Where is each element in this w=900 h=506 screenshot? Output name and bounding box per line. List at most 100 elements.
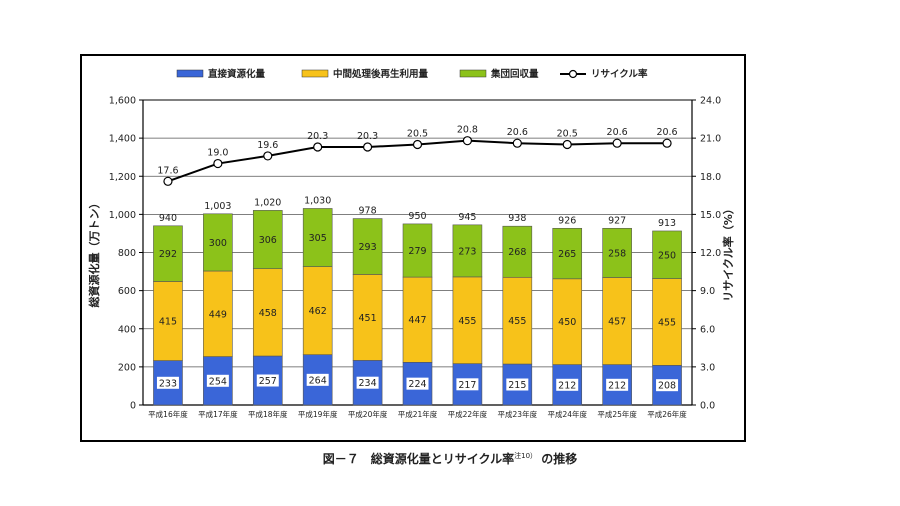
bar-value-label: 265 (558, 249, 576, 260)
bar-segment (352, 218, 383, 275)
bar-total-label: 978 (359, 206, 377, 217)
bar-total-label: 938 (508, 213, 526, 224)
bar-label-box (456, 378, 479, 391)
y-tick-label: 800 (118, 248, 136, 259)
bar-segment (502, 225, 533, 278)
bar-value-label: 217 (458, 380, 476, 391)
bar-value-label: 215 (508, 380, 526, 391)
bar-segment (552, 227, 583, 280)
bar-value-label: 279 (408, 246, 426, 257)
bar-value-label: 451 (359, 313, 377, 324)
bar-label-box (256, 374, 279, 387)
bar-total-label: 950 (408, 211, 426, 222)
rate-point (362, 142, 373, 152)
chart-frame: 0 200 400 600 800 1,000 1,200 1,400 1,600 0.0 3.0 6… (80, 54, 746, 442)
y-tick-label: 1,200 (109, 172, 136, 183)
bar-segment (402, 276, 433, 363)
bar-value-label: 212 (608, 380, 626, 391)
caption-suffix: の推移 (541, 452, 578, 466)
bar-label-box (556, 378, 579, 391)
bar-value-label: 292 (159, 249, 177, 260)
bar-value-label: 293 (359, 242, 377, 253)
y2-axis-title: リサイクル率（%） (721, 203, 735, 301)
bar-value-label: 224 (408, 379, 426, 390)
bar-value-label: 234 (359, 378, 377, 389)
x-tick-label: 平成25年度 (597, 409, 637, 419)
x-tick-label: 平成19年度 (298, 409, 338, 419)
bar-segment (502, 276, 533, 365)
y-tick-label: 400 (118, 324, 136, 335)
bar-label-box (156, 376, 179, 389)
y2-tick-label: 24.0 (700, 96, 721, 107)
bar-total-label: 945 (458, 212, 476, 223)
figure-caption: 図－７ 総資源化量とリサイクル率注10） の推移 (0, 450, 900, 467)
bar-label-box (406, 377, 429, 390)
rate-point (313, 142, 323, 152)
rate-point (562, 139, 572, 150)
bar-value-label: 233 (159, 378, 177, 389)
rate-point (662, 138, 672, 148)
x-tick-label: 平成18年度 (248, 409, 288, 419)
chart: 0 200 400 600 800 1,000 1,200 1,400 1,600 0.0 3.0 6… (87, 68, 735, 419)
bar-label-box (656, 379, 679, 392)
bar-value-label: 212 (558, 380, 576, 391)
bar-total-label: 926 (558, 215, 576, 226)
caption-note: 注10） (514, 452, 538, 460)
bar-segment (452, 276, 483, 364)
bar-value-label: 450 (558, 317, 576, 328)
y-tick-label: 1,000 (109, 210, 136, 221)
bar-value-label: 273 (458, 246, 476, 257)
rate-value-label: 20.6 (607, 127, 628, 138)
y-tick-label: 600 (118, 286, 136, 297)
bar-segment (602, 227, 632, 278)
x-tick-label: 平成23年度 (498, 409, 538, 419)
bar-segment (652, 230, 682, 279)
bar-segment (153, 225, 183, 282)
bar-value-label: 455 (508, 316, 526, 327)
bar-label-box (506, 378, 529, 391)
rate-point (462, 136, 473, 146)
x-tick-label: 平成21年度 (398, 409, 438, 419)
bar-segment (552, 278, 583, 365)
bar-segment (652, 278, 682, 366)
bar-label-box (206, 374, 229, 387)
rate-point (612, 138, 622, 148)
legend-rate-label: リサイクル率 (591, 68, 648, 80)
x-tick-label: 平成26年度 (647, 409, 687, 419)
x-tick-label: 平成17年度 (198, 409, 238, 419)
rate-value-label: 20.6 (656, 127, 677, 138)
bar-segment (203, 213, 233, 272)
bar-total-label: 940 (159, 213, 177, 224)
bar-value-label: 455 (458, 316, 476, 327)
bar-value-label: 447 (408, 315, 426, 326)
y2-tick-label: 0.0 (700, 401, 715, 412)
bar-value-label: 264 (309, 375, 327, 386)
bar-value-label: 458 (259, 308, 277, 319)
bar-value-label: 457 (608, 317, 626, 328)
bar-label-box (606, 378, 629, 391)
legend-intermediate-label: 中間処理後再生利用量 (333, 68, 429, 80)
rate-point (412, 139, 423, 150)
y-tick-label: 1,400 (109, 134, 136, 145)
x-tick-label: 平成16年度 (148, 409, 188, 419)
bar-total-label: 1,020 (254, 198, 281, 209)
rate-point (263, 151, 273, 161)
y-tick-label: 1,600 (109, 96, 136, 107)
bar-total-label: 927 (608, 215, 626, 226)
bar-value-label: 254 (209, 376, 227, 387)
bar-value-label: 208 (658, 381, 676, 392)
bar-value-label: 250 (658, 250, 676, 261)
x-tick-label: 平成20年度 (348, 409, 388, 419)
rate-point (213, 158, 223, 169)
bar-segment (252, 210, 283, 270)
y2-tick-label: 21.0 (700, 134, 721, 145)
bar-value-label: 455 (658, 317, 676, 328)
y-axis-title: 総資源化量（万トン） (87, 198, 101, 308)
bar-total-label: 913 (658, 218, 676, 229)
rate-value-label: 20.3 (357, 131, 378, 142)
bar-value-label: 449 (209, 309, 227, 320)
rate-value-label: 19.6 (257, 140, 278, 151)
bar-segment (452, 224, 483, 278)
bar-segment (302, 208, 333, 267)
bar-value-label: 305 (309, 233, 327, 244)
